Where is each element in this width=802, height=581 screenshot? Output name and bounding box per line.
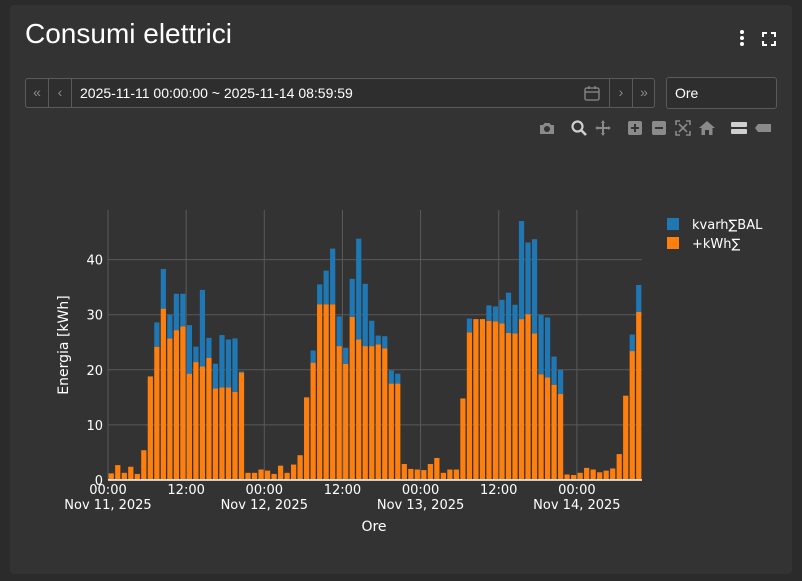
zoom-in-icon[interactable] [626,119,644,137]
next-button[interactable]: › [609,79,632,107]
period-select[interactable]: Ore [666,77,777,109]
pan-icon[interactable] [594,119,612,137]
date-range-picker[interactable]: « ‹ 2025-11-11 00:00:00 ~ 2025-11-14 08:… [25,78,655,108]
zoom-icon[interactable] [570,119,588,137]
camera-icon[interactable] [538,119,556,137]
spike-lines-icon[interactable] [730,119,748,137]
date-range-text[interactable]: 2025-11-11 00:00:00 ~ 2025-11-14 08:59:5… [80,85,353,101]
page-title: Consumi elettrici [25,18,232,49]
last-page-button[interactable]: » [632,79,655,107]
hover-compare-icon[interactable] [754,119,772,137]
fullscreen-icon[interactable] [762,32,776,46]
zoom-out-icon[interactable] [650,119,668,137]
previous-button[interactable]: ‹ [49,79,72,107]
home-icon[interactable] [698,119,716,137]
more-vert-icon[interactable] [735,30,749,50]
autoscale-icon[interactable] [674,119,692,137]
calendar-icon[interactable] [584,85,600,101]
first-page-button[interactable]: « [26,79,49,107]
